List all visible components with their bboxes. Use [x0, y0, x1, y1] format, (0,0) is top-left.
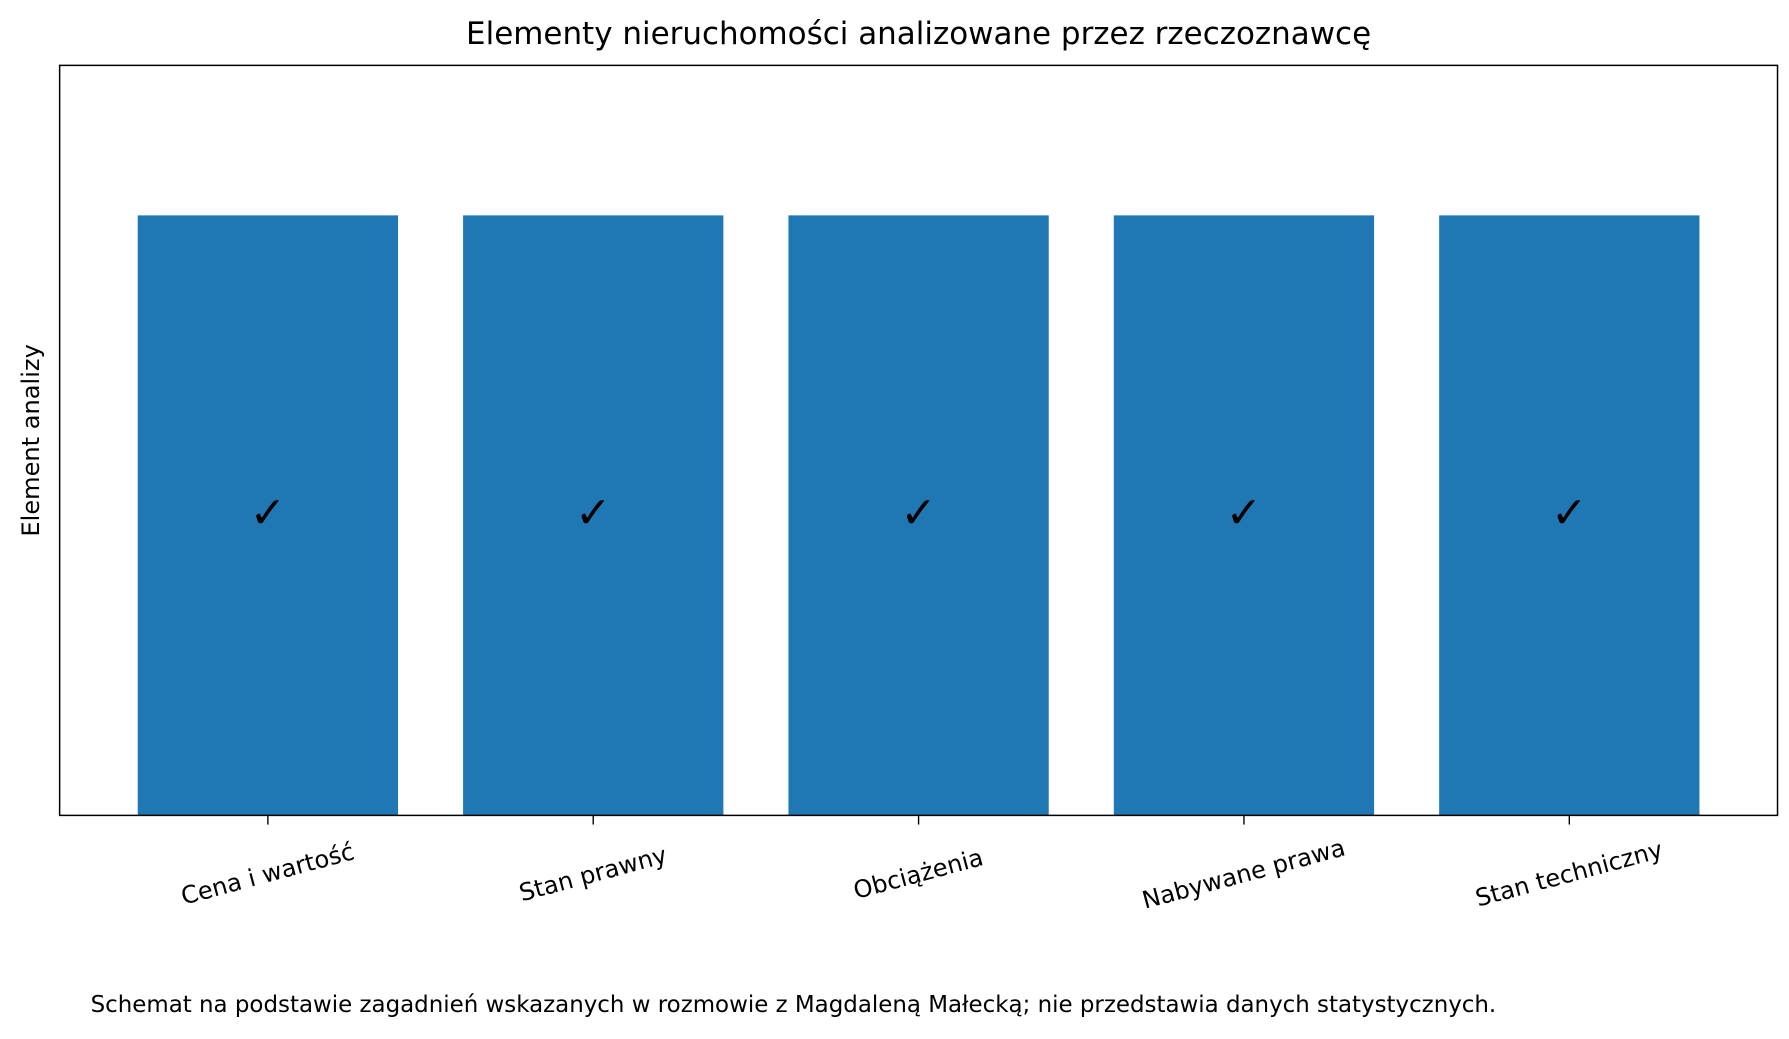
value-label: ✓ — [250, 488, 287, 538]
footnote: Schemat na podstawie zagadnień wskazanyc… — [91, 992, 1497, 1018]
value-label: ✓ — [900, 488, 937, 538]
bar — [788, 215, 1049, 816]
x-tick-label: Nabywane prawa — [1139, 833, 1348, 914]
x-tick-label: Obciążenia — [850, 843, 986, 904]
value-label: ✓ — [1551, 488, 1588, 538]
x-tick-label: Cena i wartość — [178, 837, 357, 910]
value-label: ✓ — [1226, 488, 1263, 538]
bar — [463, 215, 724, 816]
chart-title: Elementy nieruchomości analizowane przez… — [466, 16, 1371, 52]
plot-frame — [58, 64, 1779, 817]
y-axis-label: Element analizy — [17, 344, 45, 536]
x-tick-label: Stan prawny — [516, 841, 670, 907]
bar — [1439, 215, 1700, 816]
bar — [137, 215, 399, 816]
value-label: ✓ — [575, 488, 612, 538]
bar — [1113, 215, 1375, 816]
x-tick-label: Stan techniczny — [1472, 836, 1665, 913]
